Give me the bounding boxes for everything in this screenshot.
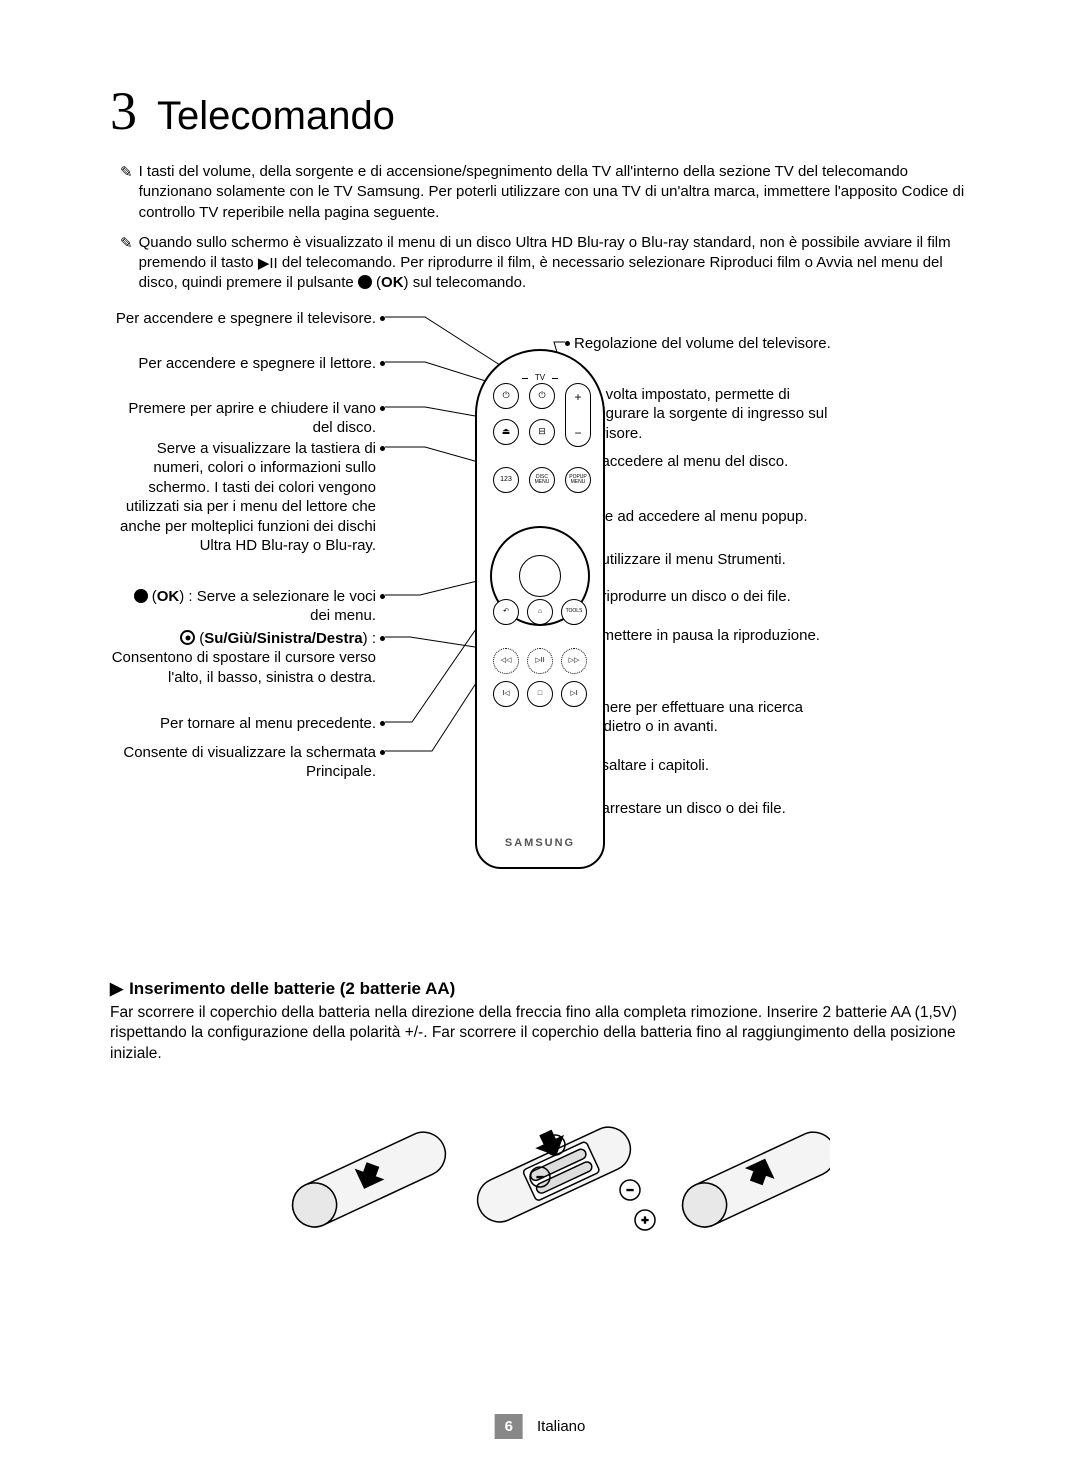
home-button[interactable]: ⌂ — [527, 599, 553, 625]
note-icon: ✎ — [120, 162, 133, 223]
rewind-button[interactable]: ◁◁ — [493, 648, 519, 674]
skip-forward-button[interactable]: ▷I — [561, 681, 587, 707]
callout-right: Regolazione del volume del televisore. — [565, 334, 865, 354]
subsection-title: ▶ Inserimento delle batterie (2 batterie… — [110, 979, 970, 999]
svg-text:+: + — [551, 1138, 558, 1152]
tools-button[interactable]: TOOLS — [561, 599, 587, 625]
note-icon: ✎ — [120, 233, 133, 294]
svg-text:+: + — [641, 1213, 648, 1227]
remote-control: TV ⏻ ⏻ +− ⏏ ⊟ 123 DISCMENU POPUPMENU ↶ ⌂… — [475, 349, 605, 869]
volume-rocker[interactable]: +− — [565, 383, 591, 447]
power-button[interactable]: ⏻ — [493, 383, 519, 409]
numpad-button[interactable]: 123 — [493, 467, 519, 493]
ok-button[interactable] — [519, 555, 561, 597]
callout-right: Premere per effettuare una ricerca all'i… — [565, 698, 865, 737]
callout-left: Premere per aprire e chiudere il vano de… — [110, 399, 385, 438]
callout-right: Per arrestare un disco o dei file. — [565, 799, 865, 819]
svg-text:−: − — [626, 1183, 633, 1197]
svg-text:−: − — [536, 1170, 543, 1184]
callout-right: Per utilizzare il menu Strumenti. — [565, 550, 865, 570]
note-text: I tasti del volume, della sorgente e di … — [139, 162, 970, 223]
play-pause-button[interactable]: ▷II — [527, 648, 553, 674]
page-number: 6 — [495, 1414, 523, 1439]
note-text: Quando sullo schermo è visualizzato il m… — [139, 233, 970, 294]
chapter-title: 3 Telecomando — [110, 80, 970, 142]
callout-left: (OK) : Serve a selezionare le voci dei m… — [110, 587, 385, 626]
tv-power-button[interactable]: ⏻ — [529, 383, 555, 409]
skip-back-button[interactable]: I◁ — [493, 681, 519, 707]
callout-left: Per tornare al menu precedente. — [110, 714, 385, 734]
callout-left: Per accendere e spegnere il lettore. — [110, 354, 385, 374]
stop-button[interactable]: □ — [527, 681, 553, 707]
callout-right: Per riprodurre un disco o dei file.oPer … — [565, 587, 865, 646]
callout-right: Serve ad accedere al menu popup. — [565, 507, 865, 527]
callout-left: Consente di visualizzare la schermata Pr… — [110, 743, 385, 782]
page-footer: 6 Italiano — [495, 1414, 586, 1439]
callout-left: Serve a visualizzare la tastiera di nume… — [110, 439, 385, 556]
battery-section: ▶ Inserimento delle batterie (2 batterie… — [110, 979, 970, 1256]
callout-left: (Su/Giù/Sinistra/Destra) :Consentono di … — [110, 629, 385, 688]
back-button[interactable]: ↶ — [493, 599, 519, 625]
battery-diagram: + − − + — [110, 1085, 970, 1255]
note-1: ✎ I tasti del volume, della sorgente e d… — [110, 162, 970, 223]
subsection-title-text: Inserimento delle batterie (2 batterie A… — [129, 979, 455, 999]
chapter-name: Telecomando — [157, 94, 395, 139]
fast-forward-button[interactable]: ▷▷ — [561, 648, 587, 674]
subsection-body: Far scorrere il coperchio della batteria… — [110, 1003, 970, 1066]
callout-right: Per saltare i capitoli. — [565, 756, 865, 776]
remote-diagram: Per accendere e spegnere il televisore. P… — [110, 309, 970, 949]
tv-label: TV — [526, 373, 554, 382]
callout-right: Per accedere al menu del disco. — [565, 452, 865, 472]
samsung-logo: SAMSUNG — [477, 837, 603, 849]
eject-button[interactable]: ⏏ — [493, 419, 519, 445]
page-language: Italiano — [537, 1418, 585, 1435]
callout-right: Una volta impostato, permette di configu… — [565, 385, 865, 444]
chapter-number: 3 — [110, 80, 137, 142]
popup-menu-button[interactable]: POPUPMENU — [565, 467, 591, 493]
triangle-icon: ▶ — [110, 979, 123, 999]
note-2: ✎ Quando sullo schermo è visualizzato il… — [110, 233, 970, 294]
disc-menu-button[interactable]: DISCMENU — [529, 467, 555, 493]
callout-left: Per accendere e spegnere il televisore. — [110, 309, 385, 329]
source-button[interactable]: ⊟ — [529, 419, 555, 445]
